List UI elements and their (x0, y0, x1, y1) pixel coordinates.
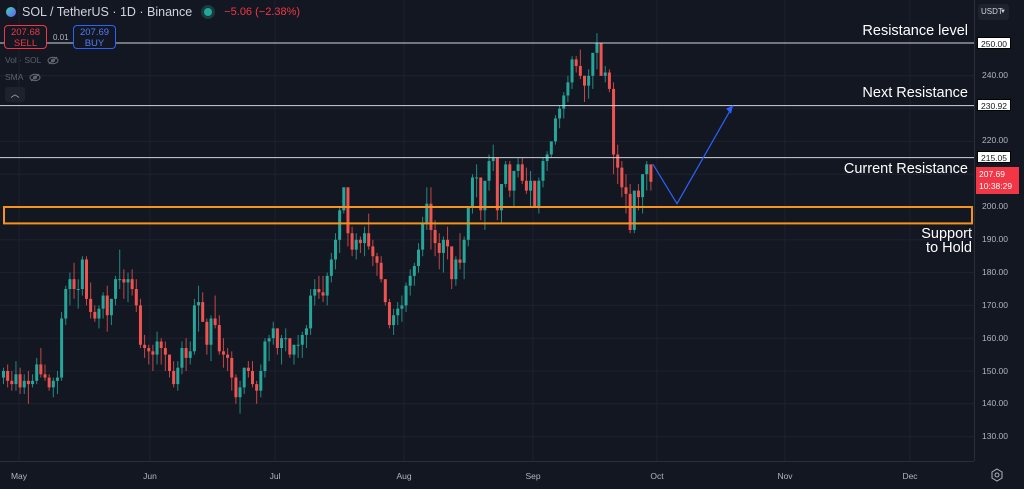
month-label: Oct (650, 471, 664, 481)
market-status-icon (204, 8, 213, 16)
trade-panel: 207.68 SELL 0.01 207.69 BUY (4, 25, 116, 49)
price-chart[interactable] (0, 0, 974, 461)
last-price: 207.69 (979, 169, 1005, 179)
bar-countdown: 10:38:29 (979, 181, 1013, 191)
sell-price: 207.68 (10, 27, 41, 38)
price-tick: 220.00 (982, 135, 1008, 145)
buy-price: 207.69 (79, 27, 110, 38)
month-label: Nov (777, 471, 793, 481)
indicator-sma-label: SMA (5, 72, 24, 82)
settings-gear-icon[interactable] (990, 468, 1004, 482)
time-axis[interactable]: May Jun Jul Aug Sep Oct Nov Dec (0, 461, 974, 489)
month-label: Aug (396, 471, 412, 481)
price-tick: 180.00 (982, 267, 1008, 277)
price-change: −5.06 (−2.38%) (224, 6, 301, 18)
month-label: May (10, 471, 28, 481)
price-axis[interactable]: 240.00 220.00 200.00 190.00 180.00 170.0… (974, 0, 1024, 461)
annotation-support[interactable]: Support to Hold (921, 226, 972, 256)
projection-path[interactable] (652, 105, 734, 205)
currency-label: USDT (981, 7, 1003, 16)
price-tick: 130.00 (982, 431, 1008, 441)
sol-logo-icon (6, 7, 16, 17)
horizontal-levels[interactable] (0, 42, 974, 159)
next-resistance-tag: 230.92 (977, 99, 1011, 111)
sell-button[interactable]: 207.68 SELL (4, 25, 47, 49)
currency-selector[interactable]: USDT ▼ (978, 4, 1009, 20)
sell-label: SELL (13, 38, 38, 49)
buy-label: BUY (84, 38, 105, 49)
symbol-title[interactable]: SOL / TetherUS · 1D · Binance (22, 5, 193, 19)
month-label: Dec (902, 471, 918, 481)
current-resistance-tag: 215.05 (977, 151, 1011, 163)
indicator-volume[interactable]: Vol · SOL (5, 55, 59, 65)
price-tick: 150.00 (982, 366, 1008, 376)
spread-value: 0.01 (53, 32, 69, 42)
month-label: Sep (525, 471, 541, 481)
indicator-volume-label: Vol · SOL (5, 55, 42, 65)
symbol-header: SOL / TetherUS · 1D · Binance −5.06 (−2.… (6, 5, 300, 19)
eye-off-icon[interactable] (29, 73, 41, 82)
price-tick: 240.00 (982, 70, 1008, 80)
price-tick: 190.00 (982, 234, 1008, 244)
buy-button[interactable]: 207.69 BUY (73, 25, 116, 49)
last-price-tag: 207.69 10:38:29 (976, 167, 1019, 194)
annotation-support-line1: Support (921, 226, 972, 242)
month-label: Jul (269, 471, 281, 481)
price-tick: 160.00 (982, 333, 1008, 343)
projection-arrowhead-icon (726, 105, 733, 114)
price-tick: 140.00 (982, 398, 1008, 408)
chevron-down-icon: ▼ (1000, 9, 1006, 15)
indicator-sma[interactable]: SMA (5, 72, 41, 82)
annotation-resistance-level[interactable]: Resistance level (862, 23, 968, 39)
annotation-next-resistance[interactable]: Next Resistance (862, 85, 968, 101)
chevron-up-icon: ︿ (10, 89, 20, 99)
support-zone-box[interactable] (3, 206, 973, 225)
collapse-legend-button[interactable]: ︿ (5, 87, 25, 102)
candlestick-series (2, 33, 653, 414)
annotation-support-line2: to Hold (926, 240, 972, 256)
price-tick: 200.00 (982, 201, 1008, 211)
price-tick: 170.00 (982, 300, 1008, 310)
annotation-current-resistance[interactable]: Current Resistance (843, 161, 968, 177)
month-label: Jun (143, 471, 157, 481)
resistance-level-tag: 250.00 (977, 37, 1011, 49)
eye-off-icon[interactable] (47, 56, 59, 65)
chart-grid (0, 0, 974, 461)
